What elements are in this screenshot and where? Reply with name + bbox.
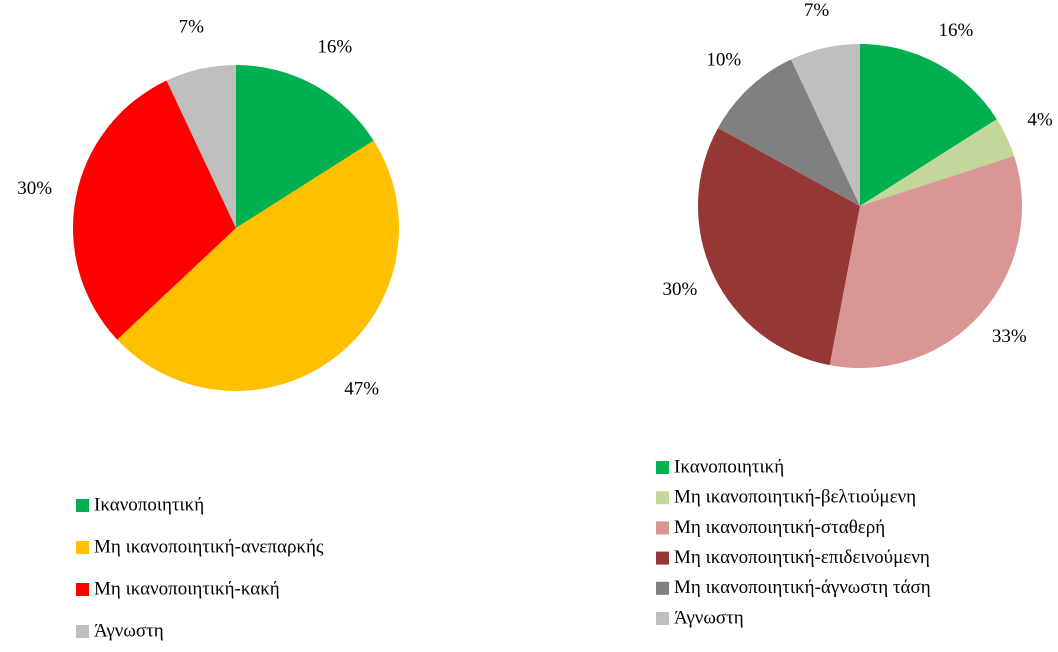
pie-slice [860,44,997,206]
legend-swatch [76,499,89,512]
legend-label: Μη ικανοποιητική-άγνωστη τάση [674,577,931,598]
legend-swatch [76,583,89,596]
legend-label: Μη ικανοποιητική-κακή [94,578,280,599]
pie-slice [718,59,860,207]
pie-slice [791,44,860,206]
legend-label: Μη ικανοποιητική-επιδεινούμενη [674,547,930,568]
pie-slice [829,155,1022,368]
data-label: 30% [663,279,698,300]
legend-label: Μη ικανοποιητική-ανεπαρκής [94,536,324,557]
legend-label: Άγνωστη [94,620,164,641]
legend-label: Άγνωστη [674,607,744,628]
legend-swatch [656,491,669,505]
data-label: 30% [17,178,52,199]
data-label: 33% [992,326,1027,347]
legend-swatch [656,612,669,625]
legend-swatch [656,521,669,535]
pie-slice [166,65,236,228]
legend-label: Ικανοποιητική [94,494,204,515]
legend-swatch [76,541,89,554]
data-label: 7% [804,0,830,21]
legend-swatch [76,625,89,638]
data-label: 10% [706,49,741,70]
legend-swatch [656,581,669,595]
data-label: 16% [317,37,352,58]
legend-label: Ικανοποιητική [674,456,784,477]
pie-slice [72,80,236,340]
pie-slice [117,140,400,392]
legend-swatch [656,551,669,565]
data-label: 16% [938,20,973,41]
pie-slice [236,65,374,228]
legend-label: Μη ικανοποιητική-βελτιούμενη [674,487,916,508]
pie-slice [860,119,1015,206]
data-label: 4% [1027,110,1053,131]
data-label: 47% [344,378,379,399]
legend-swatch [656,461,669,474]
data-label: 7% [179,16,205,37]
pie-slice [698,127,860,366]
legend-label: Μη ικανοποιητική-σταθερή [674,517,885,538]
